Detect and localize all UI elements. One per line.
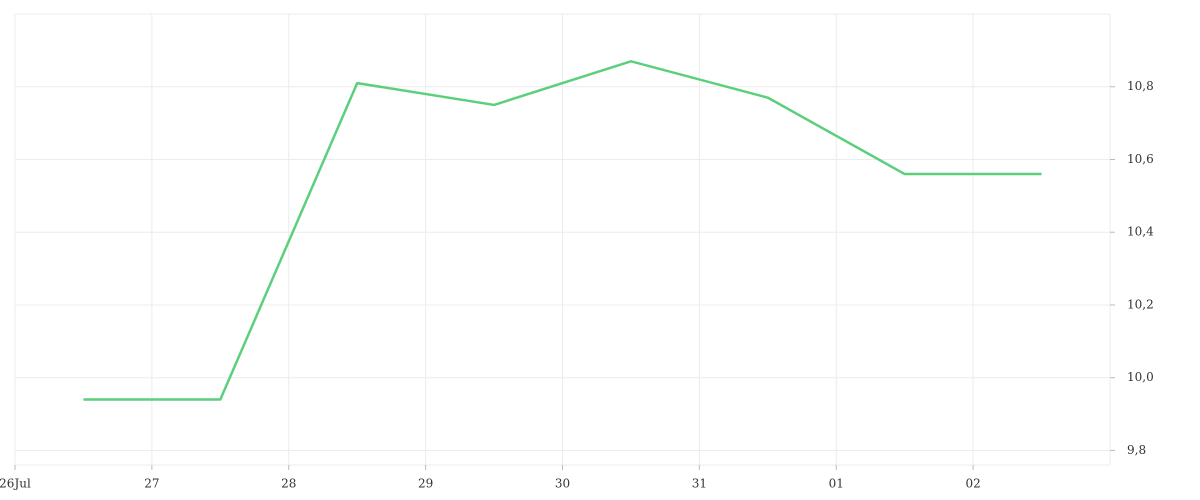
- x-tick-label: 27: [144, 477, 159, 491]
- y-tick-label: 10,8: [1127, 79, 1154, 93]
- x-tick-label: 28: [281, 477, 296, 491]
- line-series: [83, 60, 1042, 401]
- y-tick-label: 10,6: [1127, 152, 1154, 166]
- y-tick-label: 10,0: [1127, 370, 1154, 384]
- x-tick-label: 01: [829, 477, 844, 491]
- x-tick-label: 26Jul: [0, 477, 31, 491]
- y-tick-label: 10,4: [1127, 225, 1154, 239]
- x-tick-label: 29: [418, 477, 433, 491]
- x-tick-label: 31: [692, 477, 707, 491]
- y-tick-label: 10,2: [1127, 297, 1154, 311]
- y-tick-label: 9,8: [1127, 443, 1146, 457]
- x-tick-label: 02: [965, 477, 980, 491]
- x-tick-label: 30: [555, 477, 570, 491]
